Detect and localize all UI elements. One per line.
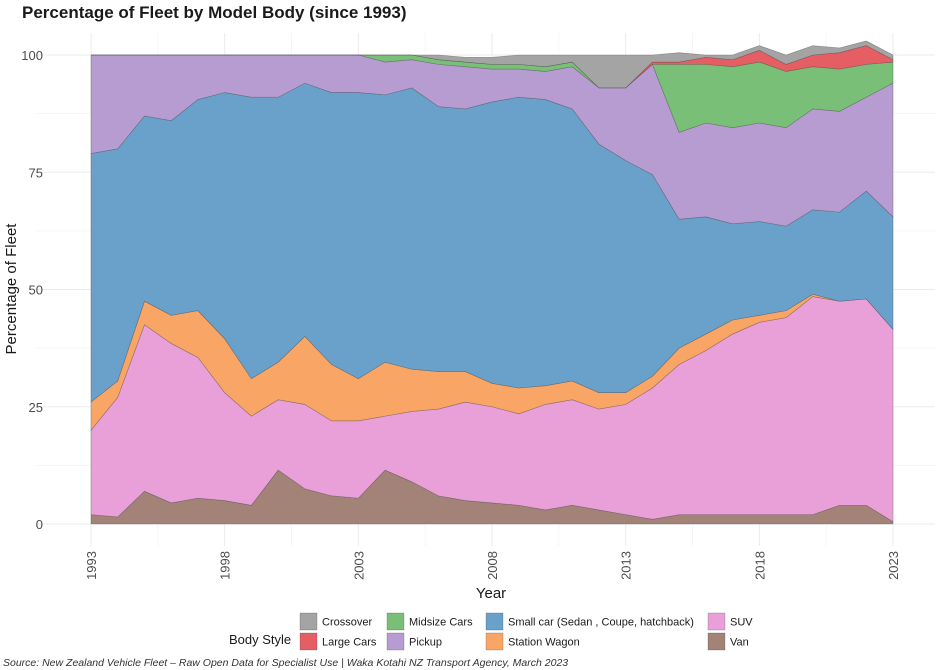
y-tick-label: 50: [29, 283, 43, 298]
x-tick-label: 1998: [218, 551, 233, 580]
area-crossover: [91, 40, 894, 89]
legend-swatch-midsize-cars: [386, 612, 405, 631]
legend-swatch-small-car-sedan-coupe-hatchback: [485, 612, 504, 631]
y-tick-label: 75: [29, 165, 43, 180]
legend: Crossover Large Cars Midsize Cars Pickup Sma…: [299, 612, 753, 651]
area-large-cars: [91, 45, 894, 89]
y-axis-title: Percentage of Fleet: [3, 223, 20, 355]
legend-swatch-large-cars: [299, 632, 318, 651]
y-tick-label: 0: [36, 517, 43, 532]
chart-title: Percentage of Fleet by Model Body (since…: [22, 3, 407, 22]
x-axis-ticks: 1993 1998 2003 2008 2013 2018 2023: [84, 551, 901, 580]
legend-label-crossover: Crossover: [322, 617, 372, 629]
legend-label-midsize-cars: Midsize Cars: [409, 617, 473, 629]
legend-swatch-pickup: [386, 632, 405, 651]
x-tick-label: 2013: [619, 551, 634, 580]
stacked-areas: [90, 40, 894, 525]
y-tick-label: 25: [29, 400, 43, 415]
x-tick-label: 2023: [886, 551, 901, 580]
x-axis-title: Year: [476, 585, 506, 602]
x-tick-label: 2018: [752, 551, 767, 580]
source-caption: Source: New Zealand Vehicle Fleet – Raw …: [3, 657, 568, 669]
legend-swatch-suv: [707, 612, 726, 631]
area-midsize-cars: [91, 54, 894, 133]
legend-swatch-van: [707, 632, 726, 651]
legend-swatch-crossover: [299, 612, 318, 631]
area-small-car-sedan-coupe-hatchback: [90, 82, 894, 403]
legend-label-small-car-sedan-coupe-hatchback: Small car (Sedan , Coupe, hatchback): [508, 617, 694, 629]
x-tick-label: 2003: [351, 551, 366, 580]
legend-label-station-wagon: Station Wagon: [508, 637, 580, 649]
legend-swatch-station-wagon: [485, 632, 504, 651]
legend-label-suv: SUV: [730, 617, 753, 629]
area-van: [90, 469, 894, 525]
legend-label-pickup: Pickup: [409, 637, 442, 649]
legend-title: Body Style: [229, 632, 291, 647]
y-tick-label: 100: [21, 48, 43, 63]
legend-label-large-cars: Large Cars: [322, 637, 377, 649]
y-axis-ticks: 0 25 50 75 100: [21, 48, 43, 532]
legend-label-van: Van: [730, 637, 749, 649]
x-tick-label: 2008: [485, 551, 500, 580]
x-tick-label: 1993: [84, 551, 99, 580]
